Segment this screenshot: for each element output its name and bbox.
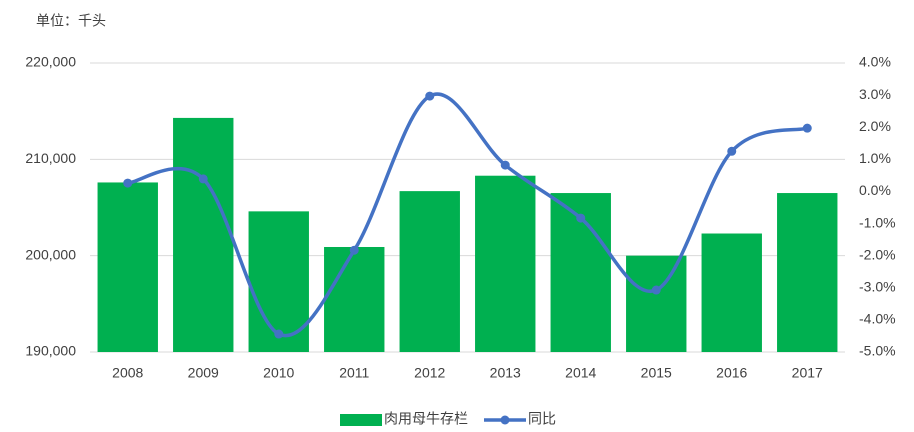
x-tick-label: 2012 [414, 365, 445, 381]
bar [400, 191, 460, 352]
y-tick-label: 220,000 [25, 54, 76, 70]
x-tick-label: 2010 [263, 365, 294, 381]
line-marker [274, 330, 283, 339]
y-tick-label: 190,000 [25, 343, 76, 359]
line-marker [501, 161, 510, 170]
x-tick-label: 2013 [490, 365, 521, 381]
y2-tick-label: -2.0% [859, 246, 896, 262]
y2-tick-label: 1.0% [859, 150, 891, 166]
legend-label: 肉用母牛存栏 [384, 411, 468, 427]
x-tick-label: 2008 [112, 365, 143, 381]
bar [777, 193, 837, 352]
legend-swatch [501, 416, 510, 425]
y2-tick-label: -1.0% [859, 214, 896, 230]
y-tick-label: 200,000 [25, 246, 76, 262]
y2-tick-label: 2.0% [859, 118, 891, 134]
bar [324, 247, 384, 352]
line-marker [652, 286, 661, 295]
line-marker [425, 92, 434, 101]
x-tick-label: 2017 [792, 365, 823, 381]
line-marker [123, 179, 132, 188]
y2-tick-label: -4.0% [859, 311, 896, 327]
legend-swatch [340, 414, 382, 426]
bar [173, 118, 233, 352]
chart: 单位：千头 190,000 200,000 210,000 220,000 -5.0% -… [0, 0, 914, 432]
bar [626, 256, 686, 352]
y2-tick-label: -5.0% [859, 343, 896, 359]
y2-tick-label: 0.0% [859, 182, 891, 198]
x-tick-label: 2016 [716, 365, 747, 381]
line-marker [350, 246, 359, 255]
y2-tick-label: 4.0% [859, 54, 891, 70]
legend-label: 同比 [528, 411, 556, 427]
bar [475, 176, 535, 352]
line-marker [727, 147, 736, 156]
x-tick-label: 2014 [565, 365, 596, 381]
bar [98, 182, 158, 352]
unit-label: 单位：千头 [36, 13, 106, 29]
line-marker [803, 124, 812, 133]
x-tick-label: 2011 [339, 365, 369, 381]
line-marker [199, 174, 208, 183]
bar [702, 234, 762, 352]
x-tick-label: 2009 [188, 365, 219, 381]
y2-tick-label: -3.0% [859, 278, 896, 294]
x-tick-label: 2015 [641, 365, 672, 381]
y-tick-label: 210,000 [25, 150, 76, 166]
y2-tick-label: 3.0% [859, 86, 891, 102]
line-marker [576, 214, 585, 223]
